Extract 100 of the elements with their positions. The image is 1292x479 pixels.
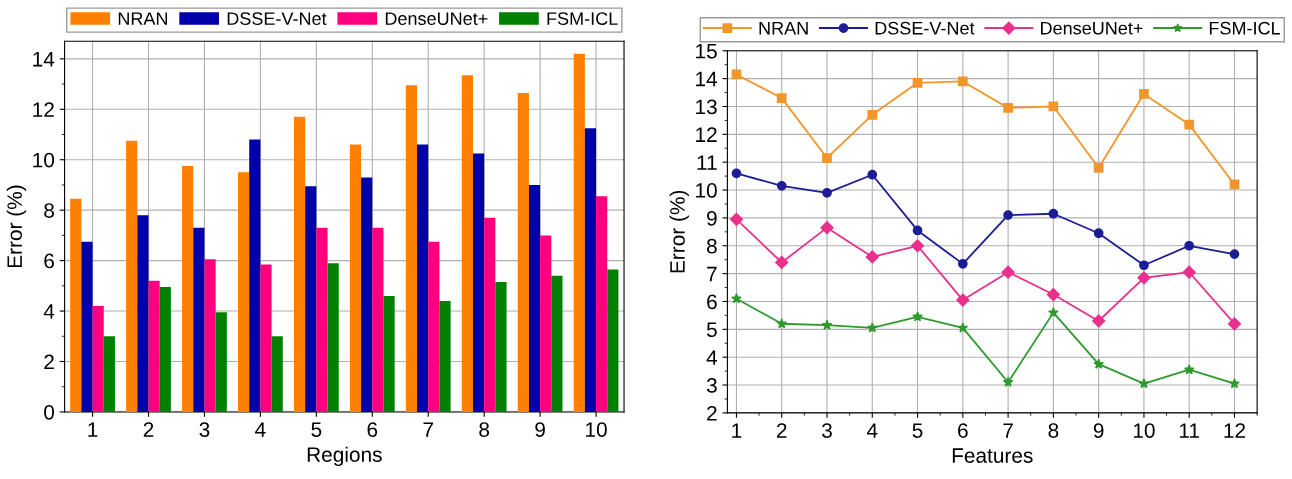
y-tick-label: 10	[696, 183, 717, 198]
point	[956, 293, 970, 307]
point	[729, 212, 744, 226]
y-tick-label: 2	[44, 354, 54, 370]
x-tick-label: 1	[732, 423, 742, 438]
legend-label: FSM-ICL	[1209, 21, 1281, 35]
bar	[573, 53, 585, 412]
bar	[428, 241, 440, 412]
point	[1139, 89, 1149, 99]
bar	[249, 139, 261, 412]
bar	[271, 336, 283, 412]
y-axis-title: Error (%)	[6, 185, 27, 268]
bar	[361, 177, 373, 412]
y-tick-label: 10	[33, 152, 55, 168]
point	[776, 318, 788, 329]
bar	[92, 306, 104, 412]
x-tick-label: 9	[535, 422, 545, 437]
point	[1229, 378, 1240, 389]
point	[957, 259, 968, 269]
point	[1227, 317, 1242, 331]
legend-label: FSM-ICL	[547, 12, 618, 25]
x-tick-label: 10	[1133, 423, 1155, 438]
legend-label: DenseUNet+	[385, 12, 488, 25]
y-tick-label: 9	[707, 210, 717, 226]
point	[867, 109, 878, 120]
y-tick-label: 11	[697, 155, 717, 170]
x-tick-label: 8	[1048, 423, 1059, 438]
x-tick-label: 3	[822, 423, 832, 438]
bar	[215, 312, 227, 412]
point	[1183, 364, 1195, 375]
point	[1229, 249, 1240, 259]
point	[865, 250, 879, 264]
bar	[472, 153, 485, 412]
point	[1184, 240, 1195, 251]
legend-label: DenseUNet+	[1041, 21, 1143, 35]
bar	[193, 227, 205, 412]
x-tick-label: 4	[866, 423, 878, 438]
point	[1092, 314, 1106, 328]
point	[1002, 376, 1014, 387]
bar	[137, 215, 149, 412]
x-tick-label: 6	[367, 422, 378, 437]
y-tick-label: 5	[706, 322, 717, 338]
y-tick-label: 8	[706, 238, 717, 254]
bar	[383, 295, 395, 412]
bar	[159, 287, 171, 412]
x-tick-label: 5	[311, 422, 322, 437]
x-tick-label: 8	[479, 422, 490, 437]
x-tick-label: 11	[1179, 423, 1200, 438]
bar	[81, 241, 93, 412]
bar	[495, 282, 507, 412]
bar	[182, 166, 194, 412]
y-tick-label: 6	[44, 253, 54, 269]
x-tick-label: 5	[912, 423, 923, 438]
bar	[148, 280, 160, 412]
point	[776, 181, 787, 191]
point	[957, 76, 968, 87]
bar	[305, 186, 317, 412]
legend-label: NRAN	[118, 12, 168, 25]
point	[821, 319, 833, 330]
bar	[204, 259, 216, 412]
point	[957, 322, 969, 333]
bar	[238, 172, 250, 412]
point	[910, 239, 925, 253]
point	[1137, 271, 1151, 285]
point	[775, 255, 789, 270]
y-tick-label: 14	[696, 71, 718, 87]
bar	[584, 128, 597, 412]
bar	[405, 85, 418, 412]
bar	[596, 196, 608, 412]
point	[1048, 208, 1059, 219]
bar	[517, 92, 529, 412]
point	[1001, 265, 1015, 279]
bar	[607, 269, 619, 412]
x-tick-label: 7	[423, 422, 433, 437]
x-tick-label: 3	[199, 422, 210, 437]
bar	[70, 198, 82, 412]
point	[1182, 265, 1196, 279]
bar	[540, 235, 552, 412]
point	[1184, 119, 1195, 130]
x-tick-label: 9	[1093, 423, 1104, 438]
y-tick-label: 4	[706, 350, 718, 365]
point	[1048, 307, 1059, 318]
y-tick-label: 12	[33, 102, 54, 117]
bar	[372, 227, 384, 412]
x-tick-label: 12	[1224, 423, 1246, 438]
point	[1003, 103, 1013, 113]
y-tick-label: 6	[707, 294, 717, 310]
x-tick-label: 4	[255, 422, 266, 437]
point	[912, 77, 923, 88]
point	[822, 187, 832, 198]
x-axis-title: Features	[952, 448, 1033, 463]
y-tick-label: 12	[696, 127, 717, 142]
bar	[439, 300, 451, 412]
legend-label: DSSE-V-Net	[875, 21, 975, 35]
bar	[349, 144, 362, 412]
bar	[316, 227, 328, 412]
point	[912, 225, 923, 236]
x-tick-label: 7	[1003, 423, 1013, 438]
legend-label: NRAN	[759, 21, 808, 35]
point	[776, 93, 787, 103]
